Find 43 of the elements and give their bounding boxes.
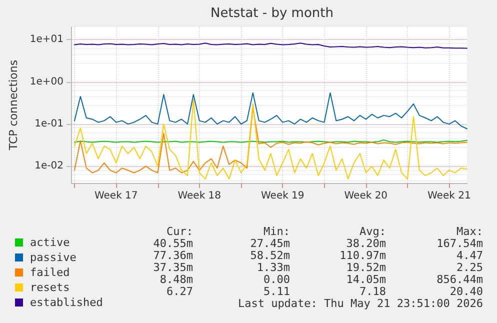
text: 38.20m bbox=[346, 237, 386, 250]
text: Avg: bbox=[360, 225, 386, 238]
text: Max: bbox=[456, 225, 483, 238]
text: 2.25 bbox=[456, 261, 483, 274]
legend-label: failed bbox=[30, 266, 70, 279]
text: 110.97m bbox=[340, 249, 386, 262]
legend-label: established bbox=[30, 296, 103, 309]
y-tick-label: 1e+00 bbox=[30, 76, 64, 88]
text: 6.27 bbox=[166, 285, 193, 298]
text: Cur: bbox=[166, 225, 193, 238]
x-tick-label: Week 17 bbox=[94, 190, 138, 202]
legend-label: resets bbox=[30, 281, 70, 294]
legend-label: active bbox=[30, 236, 70, 249]
y-tick-label: 1e+01 bbox=[30, 34, 64, 46]
y-axis-title: TCP connections bbox=[7, 60, 20, 152]
text: 19.52m bbox=[346, 261, 386, 274]
text: 7.18 bbox=[360, 285, 386, 298]
text: 27.45m bbox=[250, 237, 290, 250]
y-tick-label: 1e-01 bbox=[34, 118, 64, 130]
text: 77.36m bbox=[153, 249, 194, 262]
x-tick-label: Week 20 bbox=[344, 190, 388, 202]
text: 5.11 bbox=[264, 285, 290, 298]
line-series bbox=[74, 98, 468, 180]
text: 1.33m bbox=[256, 261, 290, 274]
legend-label: passive bbox=[30, 251, 76, 264]
text: 20.40 bbox=[450, 285, 483, 298]
line-series bbox=[74, 92, 468, 130]
text: 8.48m bbox=[160, 273, 194, 286]
text: 856.44m bbox=[436, 273, 484, 286]
text: Min: bbox=[264, 225, 290, 238]
text: 37.35m bbox=[153, 261, 194, 274]
text: 0.00 bbox=[264, 273, 290, 286]
x-tick-label: Week 19 bbox=[260, 190, 304, 202]
text: 14.05m bbox=[346, 273, 386, 286]
text: 4.47 bbox=[456, 249, 483, 262]
text: Last update: Thu May 21 23:51:00 2026 bbox=[238, 297, 483, 310]
x-tick-label: Week 21 bbox=[428, 190, 471, 202]
chart-title: Netstat - by month bbox=[210, 6, 334, 21]
y-tick-label: 1e-02 bbox=[34, 160, 64, 172]
text: 40.55m bbox=[153, 237, 194, 250]
text: 58.52m bbox=[250, 249, 290, 262]
x-tick-label: Week 18 bbox=[178, 190, 222, 202]
text: 167.54m bbox=[436, 237, 484, 250]
